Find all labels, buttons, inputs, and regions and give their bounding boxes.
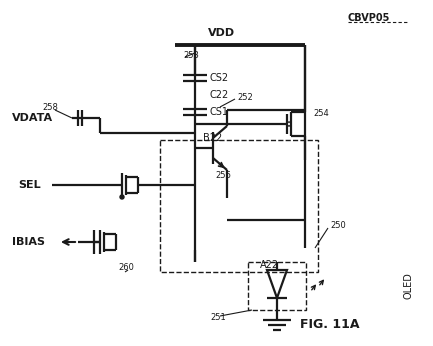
Text: IBIAS: IBIAS [12, 237, 45, 247]
Text: 254: 254 [313, 109, 329, 118]
Text: 256: 256 [215, 172, 231, 181]
Text: VDATA: VDATA [12, 113, 53, 123]
Text: 251: 251 [210, 313, 226, 322]
Text: C22: C22 [209, 90, 228, 100]
Text: B22: B22 [203, 133, 222, 143]
Text: CS1: CS1 [209, 107, 228, 117]
Text: VDD: VDD [208, 28, 236, 38]
Text: A22: A22 [260, 260, 279, 270]
Text: 260: 260 [118, 264, 134, 273]
Text: SEL: SEL [18, 180, 41, 190]
Text: CS2: CS2 [209, 73, 228, 83]
Bar [248, 262, 306, 310]
Text: 252: 252 [237, 92, 253, 101]
Bar [160, 140, 318, 272]
Circle shape [120, 195, 124, 199]
Text: 253: 253 [183, 51, 199, 60]
Text: FIG. 11A: FIG. 11A [300, 319, 359, 331]
Text: OLED: OLED [403, 273, 413, 299]
Text: 258: 258 [42, 103, 58, 112]
Text: 250: 250 [330, 220, 346, 229]
Text: CBVP05: CBVP05 [348, 13, 391, 23]
